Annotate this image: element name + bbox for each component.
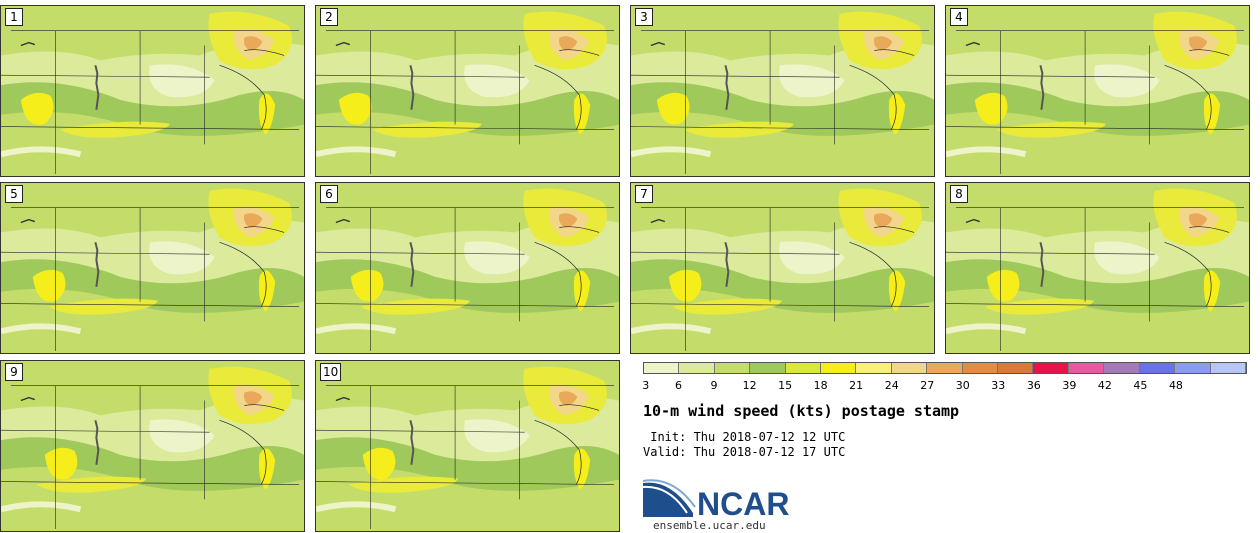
member-label: 1 [5,8,23,26]
colorbar-tick-label: 42 [1097,379,1112,392]
colorbar-swatch [1104,363,1140,373]
member-label: 6 [320,185,338,203]
colorbar-swatch [1033,363,1069,373]
colorbar-swatch [750,363,786,373]
colorbar-tick-label: 18 [813,379,828,392]
member-label: 3 [635,8,653,26]
member-label: 8 [950,185,968,203]
colorbar-swatch [856,363,892,373]
colorbar-tick-label: 24 [884,379,899,392]
colorbar-swatch [821,363,857,373]
colorbar [643,362,1247,374]
colorbar-swatch [1139,363,1176,373]
colorbar-tick-label: 45 [1133,379,1148,392]
map-panel: 9 [0,360,305,532]
colorbar-tick-label: 15 [778,379,793,392]
ncar-logo: NCAR [642,477,793,522]
colorbar-tick-label: 36 [1026,379,1041,392]
colorbar-tick-label: 27 [920,379,935,392]
member-label: 9 [5,363,23,381]
member-label: 5 [5,185,23,203]
colorbar-swatch [927,363,963,373]
member-label: 4 [950,8,968,26]
colorbar-swatch [1068,363,1105,373]
map-panel: 8 [945,182,1250,354]
colorbar-tick-label: 9 [710,379,718,392]
member-label: 2 [320,8,338,26]
map-panel: 5 [0,182,305,354]
colorbar-swatch [644,363,680,373]
colorbar-tick-label: 48 [1168,379,1183,392]
map-panel: 7 [630,182,935,354]
map-panel: 2 [315,5,620,177]
colorbar-tick-label: 6 [675,379,683,392]
colorbar-swatch [1210,363,1246,373]
map-panel: 3 [630,5,935,177]
colorbar-swatch [785,363,822,373]
logo-text: NCAR [697,486,789,519]
map-panel: 6 [315,182,620,354]
colorbar-swatch [962,363,999,373]
valid-time: Valid: Thu 2018-07-12 17 UTC [643,445,846,459]
colorbar-swatch [1175,363,1211,373]
colorbar-swatch [998,363,1034,373]
colorbar-tick-label: 21 [849,379,864,392]
map-title: 10-m wind speed (kts) postage stamp [643,402,960,420]
site-url[interactable]: ensemble.ucar.edu [653,519,766,532]
colorbar-tick-label: 33 [991,379,1006,392]
map-panel: 10 [315,360,620,532]
map-panel: 1 [0,5,305,177]
colorbar-swatch [891,363,928,373]
member-label: 7 [635,185,653,203]
init-time: Init: Thu 2018-07-12 12 UTC [643,430,846,444]
colorbar-tick-label: 3 [642,379,650,392]
member-label: 10 [320,363,342,381]
map-panel: 4 [945,5,1250,177]
colorbar-swatch [714,363,751,373]
colorbar-swatch [679,363,715,373]
colorbar-ticks: 3 6 9 12 15 18 21 24 27 30 33 36 39 42 45 48 [642,379,1247,393]
colorbar-tick-label: 12 [742,379,757,392]
colorbar-tick-label: 39 [1062,379,1077,392]
colorbar-tick-label: 30 [955,379,970,392]
